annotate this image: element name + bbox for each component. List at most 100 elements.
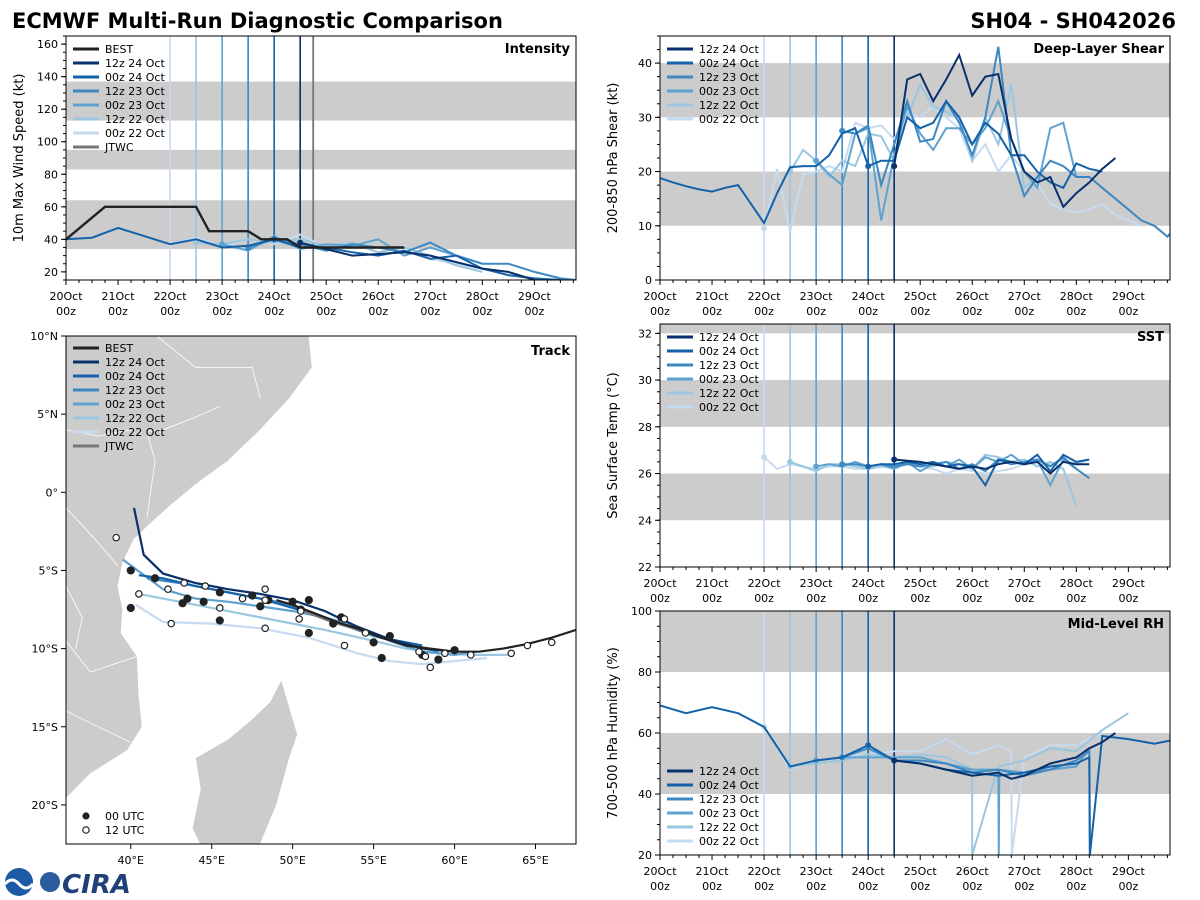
track-point-12utc [441,649,449,658]
sst-plot-area [660,324,1170,567]
shear-xtick-day: 28Oct [1060,290,1094,303]
sst-init-point [787,458,794,465]
sst-ytick-label: 24 [638,514,652,527]
track-legend-label: 12z 24 Oct [105,356,165,369]
intensity-band [66,200,576,250]
track-point-00utc [329,619,338,628]
track-ytick-label: 20°S [32,799,58,812]
intensity-xtick-day: 26Oct [362,290,396,303]
intensity-xtick-hour: 00z [212,305,232,318]
intensity-ytick-label: 40 [44,233,58,246]
sst-series-line [894,458,1090,475]
shear-init-point [813,157,820,164]
rh-title: Mid-Level RH [1068,617,1164,632]
track-xtick-label: 55°E [360,854,386,867]
track-point-00utc [215,588,224,597]
sst-band [660,324,1170,334]
track-point-12utc [507,649,516,658]
intensity-xtick-hour: 00z [524,305,544,318]
sst-xtick-hour: 00z [962,592,982,605]
sst-xtick-hour: 00z [1014,592,1034,605]
rh-xtick-hour: 00z [858,880,878,893]
rh-xtick-day: 25Oct [904,865,938,878]
shear-legend-label: 12z 23 Oct [699,71,759,84]
intensity-xtick-day: 23Oct [206,290,240,303]
shear-panel: 0 10 20 30 40 20Oct 00z 21Oct 00z 22Oct 00z 23Oct 00… [606,35,1171,318]
track-title: Track [531,344,570,359]
track-ytick-label: 0° [46,486,59,499]
intensity-xtick-day: 28Oct [466,290,500,303]
country-border [66,640,138,673]
shear-ytick-label: 30 [638,111,652,124]
logo-area: CIRA [3,868,131,900]
shear-legend-label: 12z 22 Oct [699,99,759,112]
track-point-00utc [450,646,459,655]
intensity-xtick-day: 22Oct [154,290,188,303]
track-legend-label: 12z 23 Oct [105,384,165,397]
shear-plot-area [660,36,1170,280]
intensity-legend-label: BEST [105,43,133,56]
track-frame [65,335,577,845]
intensity-xtick-day: 24Oct [258,290,292,303]
intensity-ytick-label: 140 [37,71,58,84]
intensity-legend-label: 00z 24 Oct [105,71,165,84]
intensity-xtick-hour: 00z [420,305,440,318]
sst-ylabel: Sea Surface Temp (°C) [606,372,621,519]
rh-ytick-label: 80 [638,666,652,679]
track-point-00utc [256,602,265,611]
shear-series-line [815,98,1090,221]
shear-series-line [660,99,1103,226]
sst-xtick-hour: 00z [806,592,826,605]
rh-xtick-hour: 00z [650,880,670,893]
shear-series-line [893,52,1117,209]
shear-xtick-hour: 00z [650,305,670,318]
rh-xtick-day: 26Oct [956,865,990,878]
shear-xtick-day: 22Oct [748,290,782,303]
rh-legend-label: 12z 22 Oct [699,821,759,834]
track-point-00utc [183,594,192,603]
shear-xtick-day: 21Oct [696,290,730,303]
intensity-xtick-hour: 00z [264,305,284,318]
intensity-legend-label: 12z 22 Oct [105,113,165,126]
track-point-12utc [295,615,303,623]
track-point-12utc [340,615,349,623]
africa-landmass [66,336,313,844]
sst-xtick-hour: 00z [910,592,930,605]
sst-series-line [868,453,1090,488]
shear-xtick-hour: 00z [1014,305,1034,318]
sst-xtick-day: 28Oct [1060,577,1094,590]
track-point-12utc [415,647,423,656]
shear-ylabel: 200-850 hPa Shear (kt) [606,83,621,234]
rh-legend-label: 12z 24 Oct [699,765,759,778]
shear-xtick-day: 23Oct [800,290,834,303]
shear-xtick-hour: 00z [1066,305,1086,318]
track-point-00utc [199,597,208,606]
rh-xtick-day: 24Oct [852,865,886,878]
shear-xtick-day: 26Oct [956,290,990,303]
shear-xtick-day: 20Oct [643,290,677,303]
sst-xtick-day: 21Oct [696,577,730,590]
shear-legend-label: 12z 24 Oct [699,43,759,56]
intensity-ytick-label: 100 [37,136,58,149]
intensity-xtick-hour: 00z [108,305,128,318]
rh-xtick-day: 20Oct [643,865,677,878]
track-point-00utc [150,574,160,583]
rh-xtick-hour: 00z [1118,880,1138,893]
intensity-legend-label: 00z 23 Oct [105,99,165,112]
track-point-00utc [215,616,224,625]
rh-xtick-day: 27Oct [1008,865,1042,878]
track-xtick-label: 40°E [118,854,144,867]
track-point-12utc [135,590,143,598]
intensity-ytick-label: 160 [37,38,58,51]
madagascar-landmass [191,679,298,844]
track-point-00utc [377,653,386,663]
sst-ytick-label: 30 [638,374,652,387]
intensity-ytick-label: 20 [44,266,58,279]
sst-panel: 22 24 26 28 30 32 20Oct 00z 21Oct 00z 22Oct 00z 23Oc… [606,323,1171,605]
sst-xtick-day: 25Oct [904,577,938,590]
sst-legend-label: 12z 23 Oct [699,359,759,372]
track-ytick-label: 5°S [39,564,58,577]
rh-ylabel: 700-500 hPa Humidity (%) [606,647,621,819]
legend-00utc-label: 00 UTC [105,810,145,823]
